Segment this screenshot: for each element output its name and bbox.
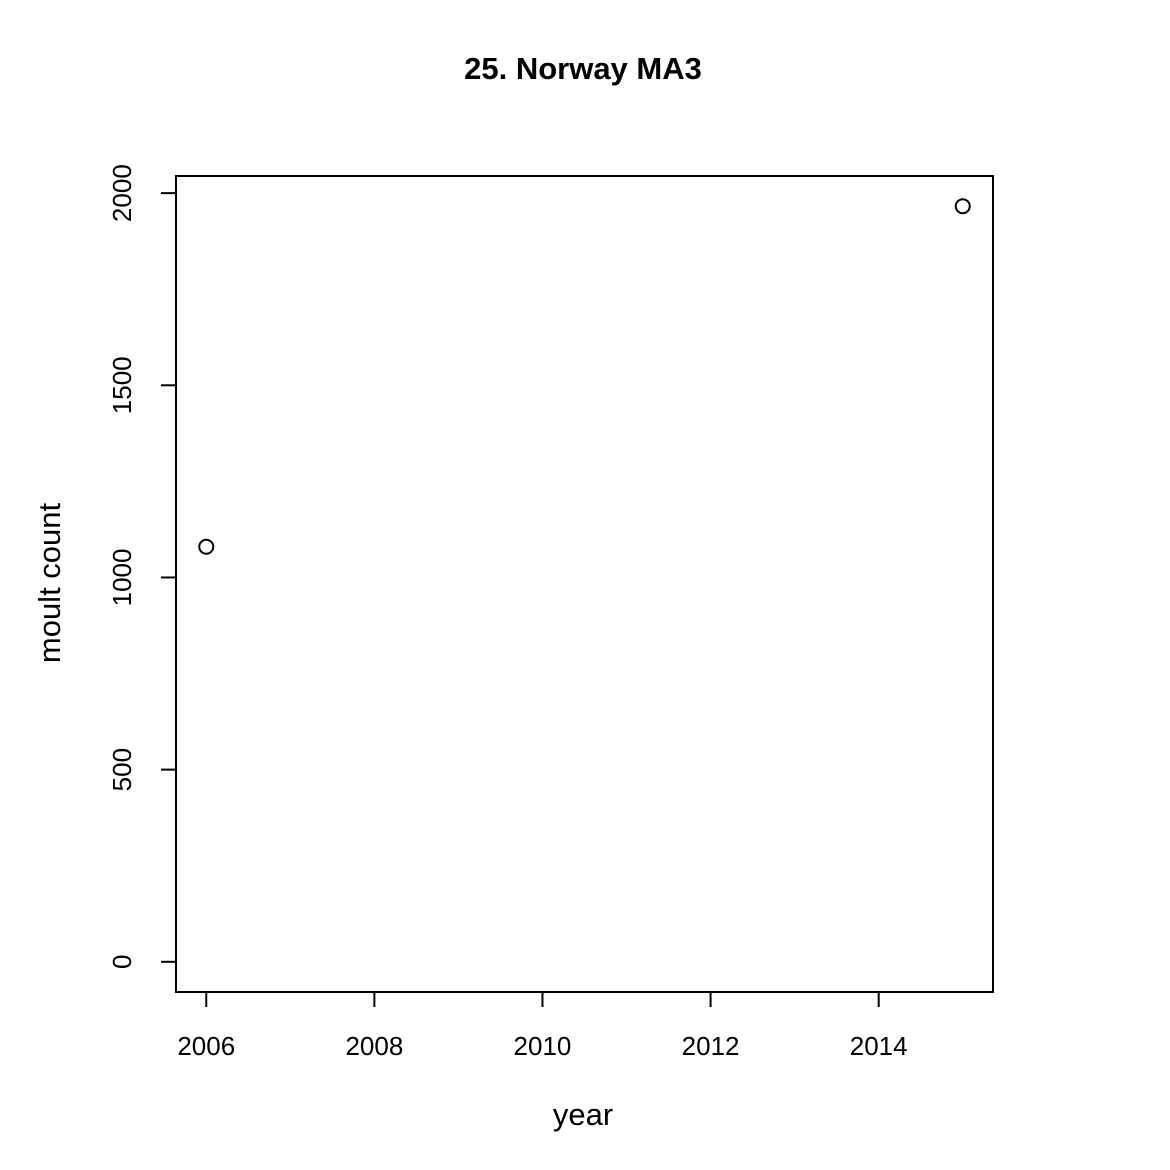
y-tick-label: 2000 (107, 164, 137, 222)
plot-frame (175, 175, 994, 993)
y-tick-label: 0 (107, 955, 137, 969)
chart-title: 25. Norway MA3 (464, 51, 702, 86)
y-tick-label: 1500 (107, 356, 137, 414)
point (954, 198, 971, 215)
x-tick-label: 2014 (850, 1031, 908, 1061)
y-axis-label: moult count (32, 502, 67, 663)
y-tick-label: 1000 (107, 549, 137, 607)
x-tick-label: 2012 (682, 1031, 740, 1061)
x-tick-label: 2008 (345, 1031, 403, 1061)
x-tick-label: 2010 (514, 1031, 572, 1061)
y-tick-label: 500 (107, 748, 137, 791)
point (198, 538, 215, 555)
x-tick-label: 2006 (177, 1031, 235, 1061)
x-axis-label: year (553, 1097, 613, 1132)
